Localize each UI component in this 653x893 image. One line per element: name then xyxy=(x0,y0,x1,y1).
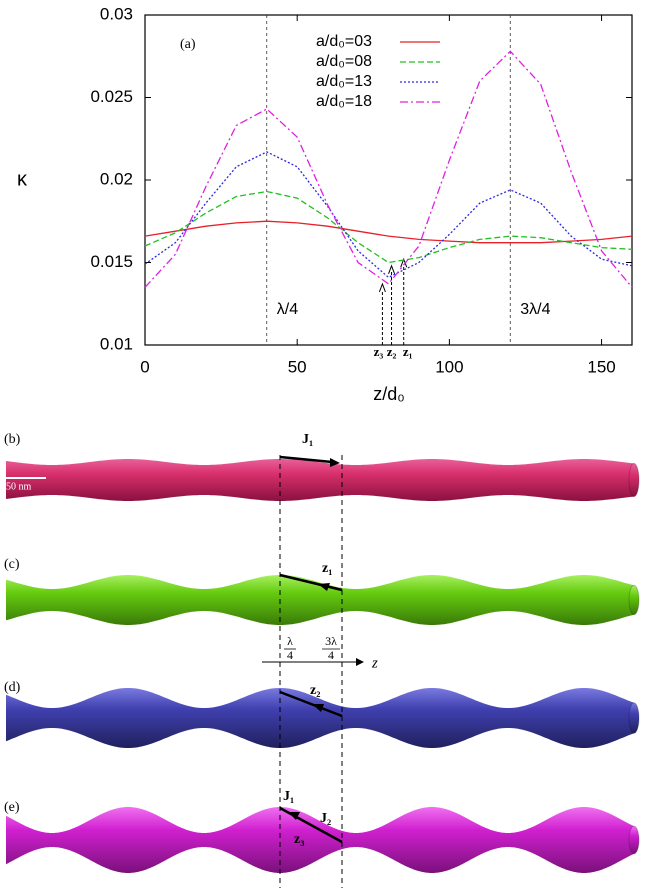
y-tick-label: 0.025 xyxy=(90,87,133,106)
plot-frame xyxy=(144,14,633,346)
nanowire xyxy=(6,688,634,748)
vector-label: z₁ xyxy=(322,561,332,576)
z-axis-label: z xyxy=(371,655,378,671)
marker-arrowhead xyxy=(388,264,396,274)
nanowire xyxy=(6,575,634,625)
y-tick-label: 0.015 xyxy=(90,252,133,271)
y-axis-label: κ xyxy=(17,168,28,190)
series-line xyxy=(144,151,633,279)
vector-label: J₁ xyxy=(302,432,313,447)
marker-label: z₃ xyxy=(374,344,384,359)
nanowire xyxy=(6,459,634,501)
panel-label: (d) xyxy=(4,680,21,695)
legend-label: a/d₀=08 xyxy=(316,53,372,70)
nanowire-cap xyxy=(628,702,640,734)
panel-label: (c) xyxy=(4,557,20,572)
panel-label: (a) xyxy=(180,37,196,52)
legend-label: a/d₀=18 xyxy=(316,93,372,110)
z-axis-arrow xyxy=(356,658,364,666)
vector-label: z₃ xyxy=(294,832,304,847)
z-tick-den: 4 xyxy=(328,648,334,662)
marker-arrowhead xyxy=(378,282,386,293)
marker-label: z₁ xyxy=(403,344,413,359)
x-tick-label: 150 xyxy=(587,357,615,376)
nanowire-cap xyxy=(628,825,640,855)
legend-label: a/d₀=13 xyxy=(316,73,372,90)
reference-label: 3λ/4 xyxy=(520,301,550,318)
wires xyxy=(6,459,640,873)
x-tick-label: 50 xyxy=(288,357,307,376)
reference-label: λ/4 xyxy=(277,301,298,318)
x-axis-label: z/d₀ xyxy=(373,384,404,404)
y-tick-label: 0.01 xyxy=(100,334,133,353)
marker-arrowhead xyxy=(400,257,408,268)
vector-label: z₂ xyxy=(310,683,320,698)
nanowire-cap xyxy=(628,584,640,616)
legend-label: a/d₀=03 xyxy=(316,33,372,50)
marker-label: z₂ xyxy=(387,344,397,359)
y-tick-label: 0.03 xyxy=(100,4,133,23)
panel-label: (e) xyxy=(4,800,20,815)
vector-label: J₁ xyxy=(283,789,294,804)
z-tick-den: 4 xyxy=(287,648,293,662)
series-line xyxy=(144,190,633,264)
nanowire-cap xyxy=(628,462,640,498)
vectors xyxy=(279,455,343,844)
series-line xyxy=(144,50,633,288)
panel-label: (b) xyxy=(4,432,21,447)
z-tick-num: λ xyxy=(287,634,293,648)
y-tick-label: 0.02 xyxy=(100,169,133,188)
x-tick-label: 100 xyxy=(435,357,463,376)
z-tick-num: 3λ xyxy=(325,634,337,648)
vector-label: J₂ xyxy=(320,811,331,826)
series-line xyxy=(144,220,633,244)
nanowire xyxy=(6,807,634,873)
scale-label: 50 nm xyxy=(6,481,32,492)
x-tick-label: 0 xyxy=(140,357,149,376)
